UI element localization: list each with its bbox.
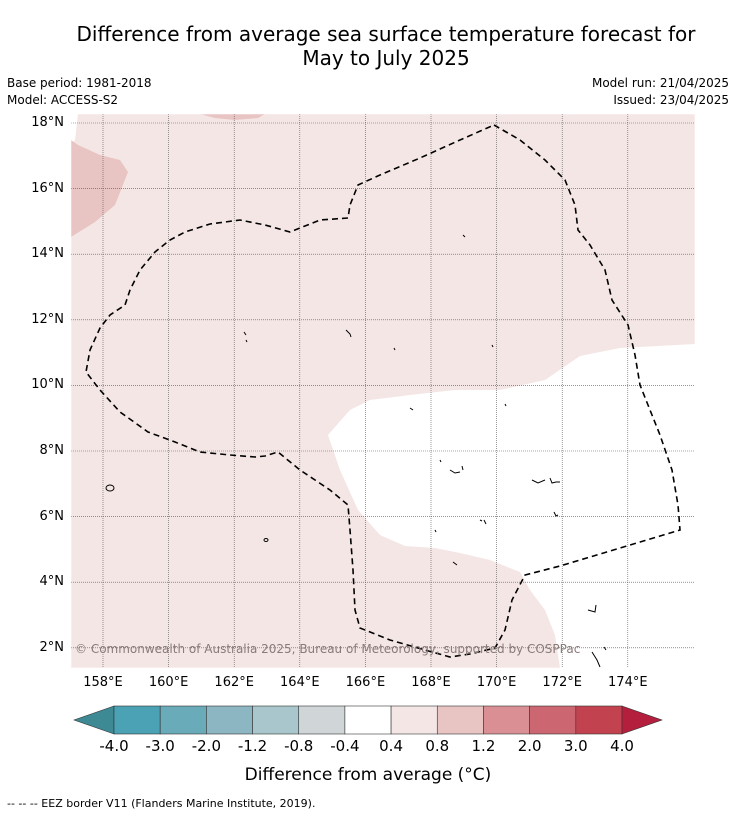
lon-label: 174°E (608, 675, 648, 690)
colorbar-tick: -2.0 (191, 737, 221, 755)
colorbar-segment (252, 705, 300, 735)
title-line-2: May to July 2025 (302, 46, 470, 70)
colorbar-segment (529, 705, 577, 735)
lat-label: 12°N (31, 311, 64, 327)
lon-label: 172°E (542, 675, 582, 690)
colorbar (73, 705, 663, 735)
colorbar-segment (344, 705, 392, 735)
title-line-1: Difference from average sea surface temp… (76, 22, 696, 46)
chart-title: Difference from average sea surface temp… (40, 22, 732, 70)
lat-label: 16°N (31, 180, 64, 196)
colorbar-tick: 0.4 (379, 737, 403, 755)
colorbar-segment (206, 705, 253, 735)
lon-label: 168°E (411, 675, 451, 690)
colorbar-segment (159, 705, 207, 735)
colorbar-segment (390, 705, 438, 735)
colorbar-tick: 2.0 (517, 737, 542, 755)
colorbar-tick: -1.2 (237, 737, 268, 755)
lat-label: 10°N (31, 377, 64, 393)
lon-label: 158°E (83, 675, 123, 690)
issued-date: Issued: 23/04/2025 (613, 93, 729, 107)
colorbar-under-arrow (73, 705, 115, 735)
island (479, 519, 487, 525)
colorbar-tick: 4.0 (610, 737, 634, 755)
lon-label: 162°E (214, 675, 254, 690)
colorbar-tick: -4.0 (99, 737, 129, 755)
map-gridlines (71, 114, 695, 668)
lat-label: 6°N (39, 508, 65, 524)
colorbar-tick: -0.4 (330, 737, 360, 755)
island (531, 477, 560, 484)
colorbar-segment (575, 705, 623, 735)
anomaly-band-neutral (328, 344, 695, 668)
colorbar-segment (436, 705, 484, 735)
island (462, 234, 466, 238)
meta-left: Base period: 1981-2018 Model: ACCESS-S2 (7, 76, 152, 110)
island (105, 484, 115, 492)
island (587, 604, 607, 668)
eez-border (85, 124, 681, 658)
island (393, 344, 494, 351)
lat-label: 4°N (39, 574, 65, 590)
colorbar-tick: 0.8 (425, 737, 450, 755)
copyright-notice: © Commonwealth of Australia 2025, Bureau… (75, 642, 581, 656)
lat-label: 8°N (39, 443, 65, 458)
colorbar-over-arrow (621, 705, 663, 735)
colorbar-segment (113, 705, 161, 735)
lon-label: 166°E (345, 675, 386, 690)
model-run: Model run: 21/04/2025 (591, 76, 729, 90)
island (263, 538, 269, 542)
lon-label: 170°E (476, 675, 517, 690)
model-name: Model: ACCESS-S2 (7, 93, 119, 107)
colorbar-segment (483, 705, 530, 735)
island (243, 331, 248, 343)
lon-label: 164°E (280, 675, 320, 690)
lat-label: 18°N (31, 115, 64, 130)
lat-label: 2°N (39, 639, 65, 655)
anomaly-band-neutral-edge (71, 114, 78, 145)
colorbar-label: Difference from average (°C) (244, 765, 492, 785)
colorbar-segment (298, 705, 346, 735)
base-period: Base period: 1981-2018 (7, 76, 152, 90)
island (409, 403, 507, 533)
island (553, 511, 559, 517)
colorbar-tick: 3.0 (563, 737, 588, 755)
map-frame (70, 113, 696, 669)
colorbar-tick: 1.2 (471, 737, 496, 755)
lat-label: 14°N (31, 246, 64, 262)
island (449, 465, 464, 474)
lon-label: 160°E (148, 675, 189, 690)
island (452, 561, 458, 566)
island (345, 329, 352, 338)
islands (105, 234, 607, 668)
meta-right: Model run: 21/04/2025 Issued: 23/04/2025 (592, 76, 729, 110)
anomaly-band-0p8-1p2-north (200, 114, 265, 120)
colorbar-tick: -0.8 (284, 737, 314, 755)
eez-footnote: -- -- -- EEZ border V11 (Flanders Marine… (7, 797, 316, 810)
colorbar-tick: -3.0 (145, 737, 175, 755)
